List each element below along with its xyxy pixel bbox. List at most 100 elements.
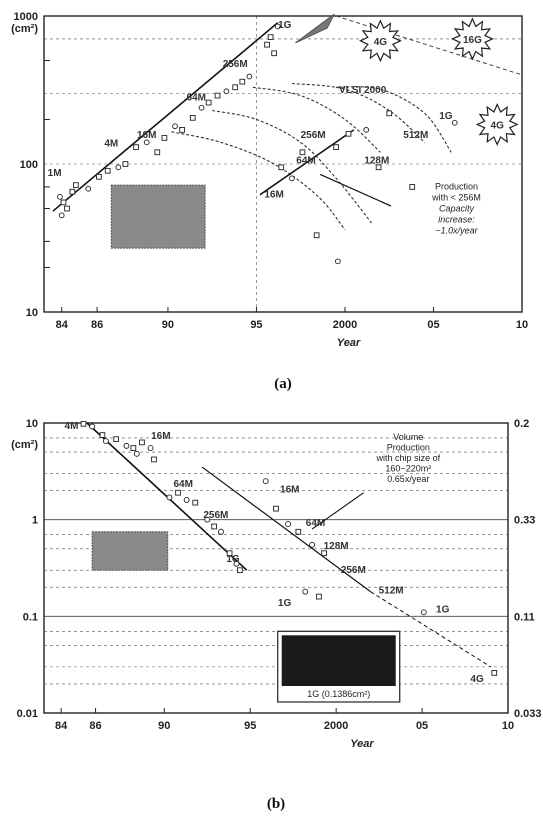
x-axis-label: Year [350,738,374,750]
data-point [267,34,274,40]
generation-label: 64M [187,93,206,104]
data-point [271,50,277,57]
annotation-line: Production [387,442,430,452]
generation-label: 4G [470,674,484,685]
data-point [273,505,279,512]
annotation-line: 160~220m² [385,463,431,473]
data-point [64,205,70,212]
data-point [147,445,154,452]
plot-frame [43,15,523,313]
starburst-icon [450,17,494,61]
data-point [333,144,339,150]
generation-label: 16M [264,190,283,201]
data-point [274,23,281,30]
extrapolation-line [335,15,523,76]
data-point [205,99,212,106]
annotation-leader [319,173,392,207]
y2-tick-label: 0.11 [514,611,535,623]
annotation-line: Production [435,181,478,191]
starburst-label: 4G [374,37,388,48]
x-tick-label: 2000 [333,319,357,331]
data-point [289,175,295,182]
x-tick-label: 95 [244,720,256,732]
y2-tick-label: 0.033 [514,708,542,720]
y2-tick-label: 0.33 [514,515,535,527]
data-point [239,78,246,85]
data-point [214,92,221,99]
data-point [192,499,199,506]
data-point [316,593,322,600]
trend-line [201,466,371,593]
x-tick-label: 05 [416,720,428,732]
generation-label: 256M [341,565,366,576]
starburst-label: 4G [491,120,505,131]
y-tick-label: 0.1 [23,611,38,623]
data-point [143,139,150,146]
y2-tick-label: 0.2 [514,418,529,430]
annotation-line: ~1.0x/year [435,225,478,235]
data-point [218,528,224,535]
annotation-line: 0.65x/year [387,474,429,484]
data-point [204,516,211,523]
starburst-label: 16G [463,35,482,46]
data-point [57,193,63,200]
generation-label: 256M [301,130,326,141]
data-point [154,149,161,156]
data-point [130,445,137,451]
data-point [223,88,230,95]
starburst-icon [475,103,519,146]
data-point [321,550,327,557]
generation-label: 1G [436,605,450,616]
production-trend-line [259,129,355,196]
data-point [211,523,217,530]
data-point [73,182,79,188]
trend-line [52,22,279,212]
data-point [345,130,352,137]
y-tick-label: 10 [26,307,38,319]
data-point [58,212,65,219]
data-point [183,496,190,503]
data-point [133,450,140,457]
generation-label: 1G [226,554,240,565]
data-point [89,423,96,430]
generation-label: 16M [137,130,156,141]
annotation-line: Capacity [439,203,475,213]
x-tick-label: 90 [162,319,174,331]
data-point [278,164,285,171]
data-point [102,438,109,445]
panel-label: (b) [267,796,285,812]
y-axis-label: (cm²) [11,439,38,451]
data-point [302,588,309,595]
generation-label: 16M [151,431,170,442]
generation-label: 128M [324,541,349,552]
data-point [113,436,120,443]
data-point [246,73,253,80]
generation-label: 1G [278,20,292,31]
data-point [375,164,382,171]
generation-label: 512M [403,130,428,141]
chart-b: 1G (0.1386cm²) 10 1 0.1 0.01 (cm²) 0.2 0.33 0.11… [11,418,542,812]
annotation-line: increase: [438,214,475,224]
x-tick-label: 84 [56,319,69,331]
data-point [179,127,185,133]
data-point [122,161,129,167]
data-point [85,185,92,192]
y-tick-label: 0.01 [17,708,38,720]
data-point [309,541,316,548]
generation-label: 1G [278,598,292,609]
generation-label: 64M [306,518,325,529]
data-point [104,167,111,174]
generation-label: VLSI 2000 [339,85,387,96]
x-tick-label: 05 [427,319,439,331]
data-point [313,232,320,239]
data-point [175,489,181,496]
trend-line [370,591,492,668]
data-point [491,670,498,676]
generation-label: 4M [104,138,118,149]
generation-curve [336,86,452,153]
generation-label: 1M [48,168,62,179]
y-tick-label: 1000 [14,11,38,23]
legend-box [110,184,206,249]
data-point [96,173,102,180]
generation-label: 256M [223,59,248,70]
